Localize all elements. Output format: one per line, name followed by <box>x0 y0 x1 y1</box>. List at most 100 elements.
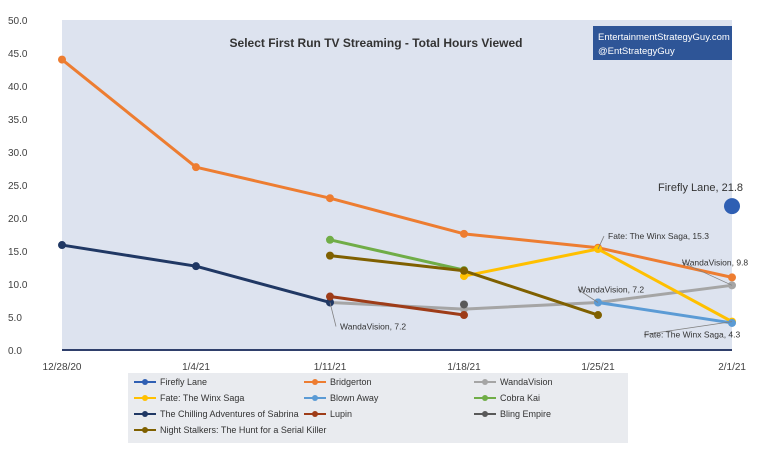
data-point <box>192 262 200 271</box>
legend-swatch <box>134 377 156 387</box>
legend-swatch-dot <box>482 395 488 401</box>
legend-item: The Chilling Adventures of Sabrina <box>134 409 299 419</box>
y-tick-label: 20.0 <box>8 214 28 225</box>
y-tick-label: 40.0 <box>8 82 28 93</box>
legend-item: Bridgerton <box>304 377 372 387</box>
legend-swatch-dot <box>312 395 318 401</box>
legend-swatch-dot <box>312 411 318 417</box>
legend-label: Night Stalkers: The Hunt for a Serial Ki… <box>160 425 327 435</box>
series-line <box>61 58 733 279</box>
legend-swatch-dot <box>312 379 318 385</box>
legend-item: Cobra Kai <box>474 393 540 403</box>
legend-item: Fate: The Winx Saga <box>134 393 244 403</box>
data-point <box>326 251 334 260</box>
legend-swatch <box>474 393 496 403</box>
series-night-stalkers-the-hunt-for-a-serial-killer <box>326 251 602 320</box>
legend-swatch <box>474 409 496 419</box>
x-tick-label: 1/18/21 <box>447 362 481 373</box>
legend-label: Lupin <box>330 409 353 419</box>
data-point <box>192 163 200 172</box>
legend-label: Blown Away <box>330 393 379 403</box>
watermark-line-1: EntertainmentStrategyGuy.com <box>598 32 730 43</box>
x-tick-label: 1/11/21 <box>314 362 347 373</box>
annotations: Firefly Lane, 21.8 WandaVision, 9.8 Fate: … <box>329 182 748 340</box>
legend-swatch <box>134 425 156 435</box>
watermark-background <box>593 26 732 60</box>
legend-swatch-dot <box>142 395 148 401</box>
y-tick-label: 15.0 <box>8 247 28 258</box>
legend-swatch-dot <box>142 427 148 433</box>
data-point <box>326 194 334 203</box>
x-tick-label: 2/1/21 <box>718 362 746 373</box>
plot-area <box>62 20 732 350</box>
x-tick-label: 12/28/20 <box>43 362 82 373</box>
annotation-leader <box>643 321 733 336</box>
y-tick-label: 45.0 <box>8 49 28 60</box>
legend-swatch-dot <box>142 379 148 385</box>
x-tick-label: 1/4/21 <box>182 362 210 373</box>
legend-swatch-dot <box>482 379 488 385</box>
chart-title: Select First Run TV Streaming - Total Ho… <box>230 36 523 50</box>
series-lupin <box>326 292 468 320</box>
chart-legend: Firefly Lane Bridgerton WandaVision Fate: T… <box>128 373 628 443</box>
data-point <box>460 311 468 320</box>
legend-swatch <box>134 409 156 419</box>
legend-swatch <box>134 393 156 403</box>
legend-item: Lupin <box>304 409 352 419</box>
series-firefly-lane <box>724 198 740 215</box>
legend-label: Fate: The Winx Saga <box>160 393 245 403</box>
y-tick-label: 25.0 <box>8 181 28 192</box>
data-point <box>58 55 66 64</box>
series-line <box>329 295 465 317</box>
annotation-leader <box>577 289 599 303</box>
data-point <box>326 235 334 244</box>
annotation-leader <box>681 261 733 286</box>
y-tick-label: 10.0 <box>8 280 28 291</box>
legend-label: The Chilling Adventures of Sabrina <box>160 409 299 419</box>
legend-swatch-dot <box>482 411 488 417</box>
annotation-label: WandaVision, 7.2 <box>578 284 644 294</box>
y-tick-label: 0.0 <box>8 346 22 357</box>
data-point <box>326 292 334 301</box>
annotation-label: WandaVision, 7.2 <box>340 321 406 331</box>
y-tick-label: 35.0 <box>8 115 28 126</box>
watermark-line-2: @EntStrategyGuy <box>598 46 675 57</box>
y-tick-label: 30.0 <box>8 148 28 159</box>
annotation-label: Fate: The Winx Saga, 15.3 <box>608 231 709 241</box>
legend-swatch <box>474 377 496 387</box>
series-bling-empire <box>460 300 468 309</box>
legend-swatch <box>304 393 326 403</box>
data-point <box>58 241 66 250</box>
legend-label: Bridgerton <box>330 377 372 387</box>
legend-label: Cobra Kai <box>500 393 541 403</box>
annotation-label: Firefly Lane, 21.8 <box>658 182 743 194</box>
data-point <box>460 300 468 309</box>
legend-label: Bling Empire <box>500 409 552 419</box>
legend-label: Firefly Lane <box>160 377 208 387</box>
series-layer <box>58 55 740 327</box>
y-tick-label: 5.0 <box>8 313 22 324</box>
legend-item: Night Stalkers: The Hunt for a Serial Ki… <box>134 425 326 435</box>
series-blown-away <box>594 298 736 327</box>
series-line <box>329 238 465 272</box>
legend-swatch-dot <box>142 411 148 417</box>
legend-item: Firefly Lane <box>134 377 207 387</box>
legend-swatch <box>304 377 326 387</box>
data-point <box>728 273 736 282</box>
data-point <box>594 311 602 320</box>
x-axis: 12/28/20 1/4/21 1/11/21 1/18/21 1/25/21 2/1/2… <box>43 362 747 373</box>
annotation-leader <box>329 302 337 327</box>
y-axis: 0.0 5.0 10.0 15.0 20.0 25.0 30.0 35.0 40.0 45.0 50… <box>8 16 732 357</box>
legend-item: WandaVision <box>474 377 553 387</box>
x-tick-label: 1/25/21 <box>581 362 615 373</box>
legend-item: Bling Empire <box>474 409 551 419</box>
data-point <box>460 266 468 275</box>
legend-swatch <box>304 409 326 419</box>
data-point <box>460 229 468 238</box>
y-tick-label: 50.0 <box>8 16 28 27</box>
legend-label: WandaVision <box>500 377 553 387</box>
annotation-label: Fate: The Winx Saga, 4.3 <box>644 330 740 340</box>
annotation-label: WandaVision, 9.8 <box>682 257 748 267</box>
